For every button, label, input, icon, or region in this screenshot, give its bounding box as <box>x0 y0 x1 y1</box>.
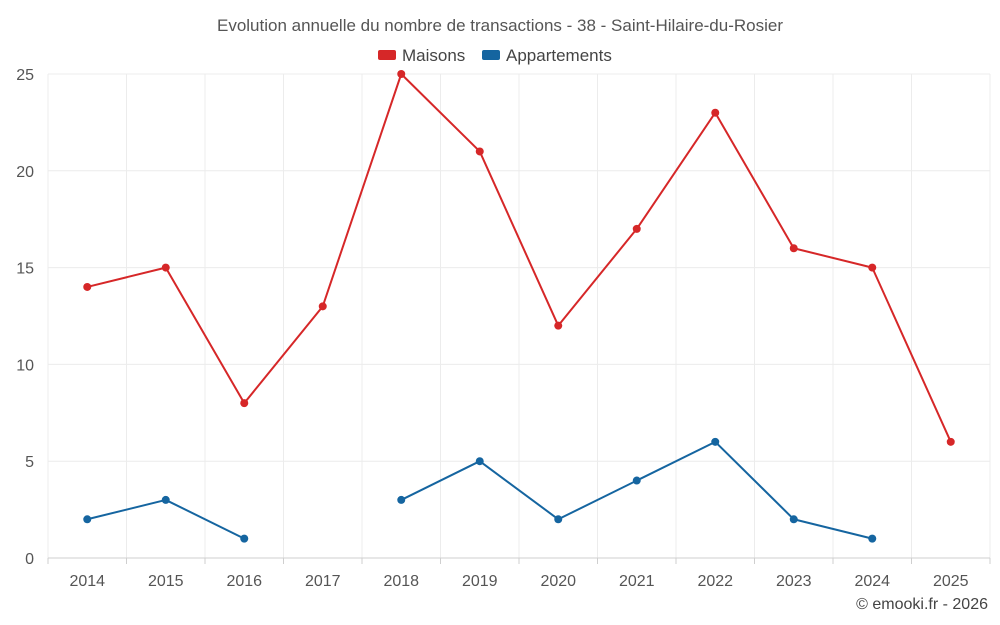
y-tick-label: 15 <box>16 261 34 278</box>
x-tick-label: 2023 <box>776 573 812 590</box>
series-line-appartements <box>400 440 873 540</box>
x-tick-label: 2018 <box>383 573 419 590</box>
data-point-appartements[interactable] <box>554 515 563 524</box>
data-point-maisons[interactable] <box>240 399 249 408</box>
x-tick-label: 2015 <box>148 573 184 590</box>
series-line-maisons <box>87 73 952 443</box>
data-point-maisons[interactable] <box>632 224 641 233</box>
credit-text: © emooki.fr - 2026 <box>856 596 988 613</box>
data-point-maisons[interactable] <box>161 263 170 272</box>
chart-title: Evolution annuelle du nombre de transact… <box>217 16 783 35</box>
legend-label-maisons: Maisons <box>402 46 465 65</box>
data-point-maisons[interactable] <box>789 244 798 253</box>
data-point-maisons[interactable] <box>711 108 720 117</box>
data-point-maisons[interactable] <box>554 321 563 330</box>
y-tick-label: 10 <box>16 357 34 374</box>
data-point-appartements[interactable] <box>632 476 641 485</box>
series <box>83 70 955 543</box>
data-point-appartements[interactable] <box>161 495 170 504</box>
data-point-appartements[interactable] <box>397 495 406 504</box>
legend-label-appartements: Appartements <box>506 46 612 65</box>
legend-item-maisons[interactable]: Maisons <box>378 46 465 65</box>
data-point-maisons[interactable] <box>83 282 92 291</box>
y-tick-label: 5 <box>25 454 34 471</box>
data-point-appartements[interactable] <box>711 437 720 446</box>
data-point-maisons[interactable] <box>318 302 327 311</box>
y-tick-label: 25 <box>16 67 34 84</box>
y-tick-label: 0 <box>25 551 34 568</box>
legend-swatch-appartements <box>482 50 500 60</box>
y-tick-label: 20 <box>16 164 34 181</box>
gridlines <box>47 73 991 558</box>
data-point-maisons[interactable] <box>946 437 955 446</box>
data-point-maisons[interactable] <box>868 263 877 272</box>
data-point-appartements[interactable] <box>868 534 877 543</box>
x-tick-label: 2014 <box>69 573 105 590</box>
data-point-appartements[interactable] <box>475 457 484 466</box>
legend-item-appartements[interactable]: Appartements <box>482 46 612 65</box>
data-point-maisons[interactable] <box>397 70 406 78</box>
x-tick-label: 2022 <box>697 573 733 590</box>
data-point-appartements[interactable] <box>83 515 92 524</box>
legend-swatch-maisons <box>378 50 396 60</box>
x-tick-label: 2017 <box>305 573 341 590</box>
x-tick-label: 2016 <box>226 573 262 590</box>
legend: Maisons Appartements <box>378 46 612 65</box>
x-tick-label: 2024 <box>854 573 890 590</box>
x-tick-label: 2020 <box>540 573 576 590</box>
series-line-appartements <box>87 498 245 540</box>
x-tick-label: 2025 <box>933 573 969 590</box>
data-point-appartements[interactable] <box>240 534 249 543</box>
data-point-appartements[interactable] <box>789 515 798 524</box>
data-point-maisons[interactable] <box>475 147 484 156</box>
x-tick-label: 2021 <box>619 573 655 590</box>
x-tick-label: 2019 <box>462 573 498 590</box>
